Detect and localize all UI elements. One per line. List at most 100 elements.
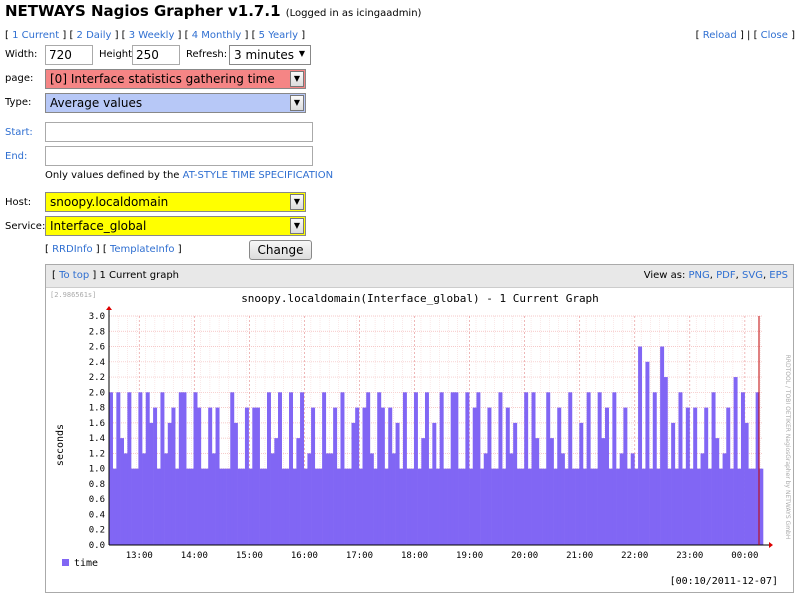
bar [597, 392, 602, 545]
bar [700, 453, 705, 545]
bar [138, 392, 143, 545]
bar [520, 468, 525, 545]
bar [711, 392, 716, 545]
bar [347, 468, 352, 545]
rrdinfo-link[interactable]: RRDInfo [52, 244, 93, 255]
to-top-link[interactable]: To top [59, 270, 90, 281]
format-svg-link[interactable]: SVG [742, 270, 763, 281]
bar [120, 438, 124, 545]
bar [156, 468, 161, 545]
start-input[interactable] [45, 122, 313, 142]
bar [535, 438, 540, 545]
bar [355, 407, 360, 545]
bar [384, 468, 389, 545]
bar [619, 453, 624, 545]
end-input[interactable] [45, 146, 313, 166]
page-label: page: [5, 73, 34, 84]
bar [586, 392, 591, 545]
legend-swatch [62, 559, 69, 566]
bar [531, 392, 536, 545]
bar [259, 468, 264, 545]
bar [200, 468, 205, 545]
y-tick-label: 2.0 [89, 388, 105, 398]
bar [487, 407, 492, 545]
bar [175, 468, 180, 545]
y-tick-label: 0.0 [89, 541, 105, 551]
x-tick-label: 00:00 [731, 551, 758, 561]
bar [527, 468, 532, 545]
window-actions: [ Reload ] | [ Close ] [695, 30, 795, 41]
bar [696, 468, 701, 545]
bar [524, 392, 529, 545]
type-select[interactable]: Average values ▼ [45, 93, 306, 113]
bar [167, 422, 172, 545]
page-select[interactable]: [0] Interface statistics gathering time … [45, 69, 306, 89]
range-link-yearly[interactable]: 5 Yearly [258, 30, 299, 41]
host-select[interactable]: snoopy.localdomain ▼ [45, 192, 306, 212]
info-links: [ RRDInfo ] [ TemplateInfo ] [45, 244, 182, 255]
time-spec-link[interactable]: AT-STYLE TIME SPECIFICATION [182, 170, 334, 181]
bar [127, 392, 132, 545]
bar [377, 392, 382, 545]
bar [733, 377, 738, 545]
bar [480, 468, 485, 545]
bar [182, 392, 187, 545]
height-input[interactable]: 250 [132, 45, 180, 65]
service-value: Interface_global [50, 219, 147, 233]
range-link-current[interactable]: 1 Current [12, 30, 60, 41]
range-link-monthly[interactable]: 4 Monthly [191, 30, 242, 41]
bar [300, 392, 305, 545]
type-value: Average values [50, 96, 143, 110]
bar [729, 468, 734, 545]
bar [112, 468, 117, 545]
refresh-select[interactable]: 3 minutes ▼ [229, 45, 311, 65]
width-input[interactable]: 720 [45, 45, 93, 65]
range-link-daily[interactable]: 2 Daily [76, 30, 112, 41]
bar [395, 422, 400, 545]
app-title-text: NETWAYS Nagios Grapher v1.7.1 [5, 2, 281, 20]
bar [241, 468, 246, 545]
bar [461, 468, 466, 545]
rrd-graph: [2.986561s] snoopy.localdomain(Interface… [50, 291, 791, 587]
bar [553, 468, 558, 545]
time-spec-note: Only values defined by the AT-STYLE TIME… [45, 170, 333, 181]
bar [197, 407, 202, 545]
bar [582, 468, 587, 545]
change-button[interactable]: Change [249, 240, 312, 260]
bar [417, 468, 422, 545]
close-link[interactable]: Close [760, 30, 788, 41]
bar [193, 392, 198, 545]
service-select[interactable]: Interface_global ▼ [45, 216, 306, 236]
range-link-weekly[interactable]: 3 Weekly [128, 30, 175, 41]
format-pdf-link[interactable]: PDF [716, 270, 736, 281]
bar [131, 468, 136, 545]
bar [322, 392, 327, 545]
format-eps-link[interactable]: EPS [769, 270, 788, 281]
x-tick-label: 16:00 [291, 551, 318, 561]
bar [476, 392, 481, 545]
bar [270, 453, 275, 545]
bar [465, 392, 470, 545]
bar [693, 407, 698, 545]
bar [362, 407, 367, 545]
bar [325, 453, 330, 545]
bar [505, 407, 510, 545]
host-label: Host: [5, 197, 32, 208]
x-tick-label: 20:00 [511, 551, 538, 561]
reload-link[interactable]: Reload [702, 30, 737, 41]
bar [222, 468, 227, 545]
bar [656, 468, 661, 545]
bar [759, 468, 764, 545]
bar [740, 392, 745, 545]
templateinfo-link[interactable]: TemplateInfo [109, 244, 175, 255]
bar [226, 468, 231, 545]
bar [248, 468, 253, 545]
bar [344, 468, 349, 545]
bar [483, 453, 488, 545]
format-png-link[interactable]: PNG [688, 270, 710, 281]
bar [145, 392, 150, 545]
y-tick-label: 1.8 [89, 404, 105, 414]
bar [109, 392, 113, 545]
note-text: Only values defined by the [45, 170, 183, 181]
bar [502, 468, 507, 545]
